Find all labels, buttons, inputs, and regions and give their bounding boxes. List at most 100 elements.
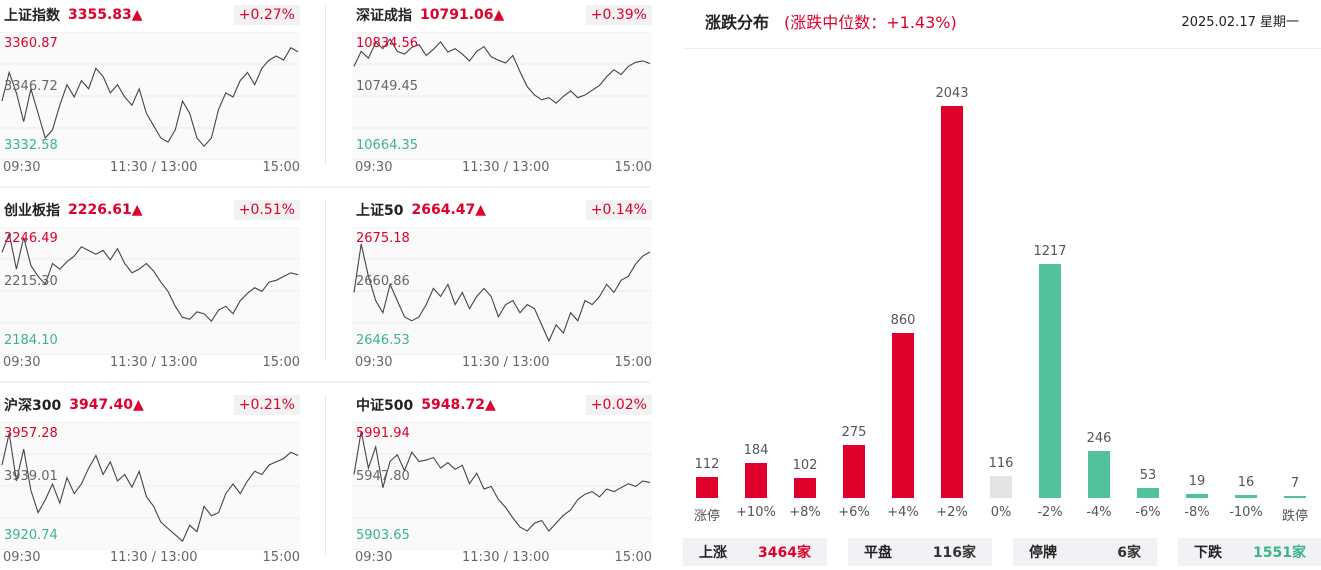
distribution-bar[interactable] — [794, 478, 816, 498]
bar-value-label: 16 — [1237, 474, 1255, 490]
panel-header: 深证成指 10791.06▲ +0.39% — [356, 2, 652, 28]
distribution-bar[interactable] — [1186, 494, 1208, 498]
index-change: +0.27% — [233, 5, 300, 25]
index-change: +0.14% — [585, 200, 652, 220]
index-panels: 上证指数 3355.83▲ +0.27% 3360.87 3346.72 333… — [0, 0, 652, 569]
y-mid-label: 2660.86 — [356, 274, 410, 289]
summary-label: 停牌 — [1029, 545, 1057, 561]
y-mid-label: 5947.80 — [356, 469, 410, 484]
index-panel[interactable]: 深证成指 10791.06▲ +0.39% 10834.56 10749.45 … — [352, 0, 652, 180]
intraday-line-chart — [352, 422, 652, 550]
bar-value-label: 246 — [1086, 430, 1112, 446]
summary-value: 116家 — [932, 545, 976, 561]
time-end-label: 15:00 — [262, 550, 300, 565]
panel-header: 中证500 5948.72▲ +0.02% — [356, 392, 652, 418]
divider — [0, 381, 650, 383]
y-min-label: 2646.53 — [356, 333, 410, 348]
panel-header: 沪深300 3947.40▲ +0.21% — [4, 392, 300, 418]
index-change: +0.21% — [233, 395, 300, 415]
bar-category-label: -10% — [1229, 505, 1263, 520]
index-value: 2664.47▲ — [411, 202, 487, 218]
index-panel[interactable]: 创业板指 2226.61▲ +0.51% 2246.49 2215.30 218… — [0, 195, 300, 375]
distribution-bar[interactable] — [1235, 494, 1257, 498]
bar-category-label: +6% — [838, 505, 870, 520]
summary-label: 下跌 — [1194, 545, 1222, 561]
median-change: (涨跌中位数：+1.43%) — [784, 13, 957, 32]
distribution-bar[interactable] — [1137, 487, 1159, 498]
index-value: 3947.40▲ — [69, 397, 144, 413]
intraday-line-chart — [352, 32, 652, 160]
summary-item: 平盘 116家 — [848, 538, 992, 566]
distribution-bar[interactable] — [1088, 450, 1110, 498]
index-value: 2226.61▲ — [68, 202, 143, 218]
price-line — [1, 231, 299, 323]
time-mid-label: 11:30 / 13:00 — [462, 550, 550, 565]
time-start-label: 09:30 — [355, 550, 393, 565]
bar-value-label: 53 — [1139, 467, 1157, 483]
index-change: +0.51% — [233, 200, 300, 220]
distribution-bar[interactable] — [745, 462, 767, 498]
time-start-label: 09:30 — [3, 550, 41, 565]
bar-category-label: +8% — [789, 505, 821, 520]
y-min-label: 3920.74 — [4, 528, 58, 543]
y-max-label: 10834.56 — [356, 36, 419, 51]
bar-value-label: 184 — [743, 442, 769, 458]
intraday-line-chart — [352, 227, 652, 355]
y-max-label: 5991.94 — [356, 426, 410, 441]
time-end-label: 15:00 — [614, 355, 652, 370]
index-name: 沪深300 — [4, 398, 62, 414]
index-name: 中证500 — [356, 398, 414, 414]
price-line — [1, 47, 299, 148]
index-change: +0.39% — [585, 5, 652, 25]
bar-value-label: 1217 — [1033, 244, 1067, 260]
price-line — [353, 38, 651, 104]
distribution-bar[interactable] — [892, 332, 914, 498]
divider — [325, 5, 326, 165]
distribution-chart: 112 涨停 184 +10% 102 +8% 275 +6% 860 +4% 2043 +2% 116… — [683, 50, 1321, 530]
index-panel[interactable]: 上证50 2664.47▲ +0.14% 2675.18 2660.86 264… — [352, 195, 652, 375]
distribution-bar[interactable] — [696, 476, 718, 498]
time-start-label: 09:30 — [3, 160, 41, 175]
summary-item: 上涨 3464家 — [683, 538, 827, 566]
summary-value: 1551家 — [1253, 545, 1306, 561]
summary-item: 下跌 1551家 — [1178, 538, 1321, 566]
distribution-bar[interactable] — [843, 445, 865, 498]
summary-item: 停牌 6家 — [1013, 538, 1157, 566]
time-mid-label: 11:30 / 13:00 — [110, 550, 198, 565]
bar-value-label: 7 — [1290, 476, 1300, 491]
index-name: 创业板指 — [4, 203, 60, 219]
y-max-label: 3360.87 — [4, 36, 58, 51]
bar-value-label: 102 — [792, 458, 818, 474]
index-panel[interactable]: 沪深300 3947.40▲ +0.21% 3957.28 3939.01 39… — [0, 390, 300, 570]
divider — [683, 48, 1321, 49]
bar-category-label: -2% — [1037, 505, 1063, 520]
summary-value: 3464家 — [758, 545, 811, 561]
bar-category-label: 0% — [990, 505, 1012, 520]
price-line — [353, 243, 651, 343]
bar-value-label: 116 — [988, 455, 1014, 471]
distribution-bar[interactable] — [990, 475, 1012, 498]
index-panel[interactable]: 中证500 5948.72▲ +0.02% 5991.94 5947.80 59… — [352, 390, 652, 570]
summary-value: 6家 — [1117, 545, 1141, 561]
divider — [325, 395, 326, 555]
bar-category-label: 涨停 — [693, 509, 720, 524]
index-value: 5948.72▲ — [421, 397, 496, 413]
bar-category-label: -6% — [1135, 505, 1161, 520]
bar-category-label: +10% — [736, 505, 776, 520]
intraday-line-chart — [0, 422, 300, 550]
panel-header: 上证指数 3355.83▲ +0.27% — [4, 2, 300, 28]
y-max-label: 3957.28 — [4, 426, 58, 441]
time-end-label: 15:00 — [614, 550, 652, 565]
bar-value-label: 2043 — [935, 86, 969, 101]
y-min-label: 5903.65 — [356, 528, 410, 543]
y-mid-label: 10749.45 — [356, 79, 419, 94]
y-min-label: 10664.35 — [356, 138, 419, 153]
distribution-bar[interactable] — [1284, 496, 1306, 498]
summary-label: 平盘 — [864, 545, 892, 561]
time-mid-label: 11:30 / 13:00 — [462, 160, 550, 175]
index-panel[interactable]: 上证指数 3355.83▲ +0.27% 3360.87 3346.72 333… — [0, 0, 300, 180]
distribution-bar[interactable] — [1039, 264, 1061, 498]
index-value: 10791.06▲ — [420, 7, 505, 23]
distribution-bar[interactable] — [941, 106, 963, 498]
distribution-panel: 涨跌分布 (涨跌中位数：+1.43%) 2025.02.17 星期一 112 涨停… — [683, 0, 1321, 569]
